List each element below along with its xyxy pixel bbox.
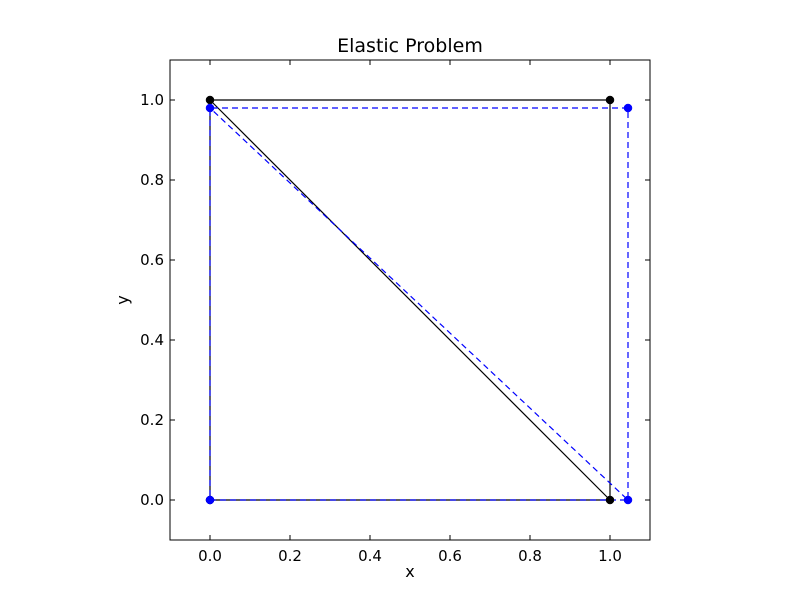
series-1-point	[623, 103, 633, 113]
series-1-point	[205, 495, 215, 505]
x-tick-label: 0.4	[358, 547, 382, 565]
x-tick-label: 1.0	[598, 547, 622, 565]
x-axis-label: x	[405, 562, 414, 581]
y-tick-label: 1.0	[140, 91, 164, 109]
y-tick-label: 0.2	[140, 411, 164, 429]
axes-frame	[169, 59, 651, 541]
x-tick-label: 0.2	[278, 547, 302, 565]
series-1-point	[623, 495, 633, 505]
y-axis-label: y	[113, 295, 132, 304]
series-1-point	[205, 103, 215, 113]
y-tick-label: 0.0	[140, 491, 164, 509]
x-tick-label: 0.0	[198, 547, 222, 565]
y-tick-label: 0.8	[140, 171, 164, 189]
y-tick-label: 0.6	[140, 251, 164, 269]
x-tick-label: 0.6	[438, 547, 462, 565]
series-0-point	[205, 95, 215, 105]
y-tick-label: 0.4	[140, 331, 164, 349]
x-tick-label: 0.8	[518, 547, 542, 565]
chart-title: Elastic Problem	[337, 35, 483, 57]
plot-area: 0.0 0.2 0.4 0.6 0.8 1.0 0.0 0.2 0.4 0.6 0.8 1.0	[140, 59, 651, 565]
series-0-point	[605, 495, 615, 505]
series-0-point	[605, 95, 615, 105]
